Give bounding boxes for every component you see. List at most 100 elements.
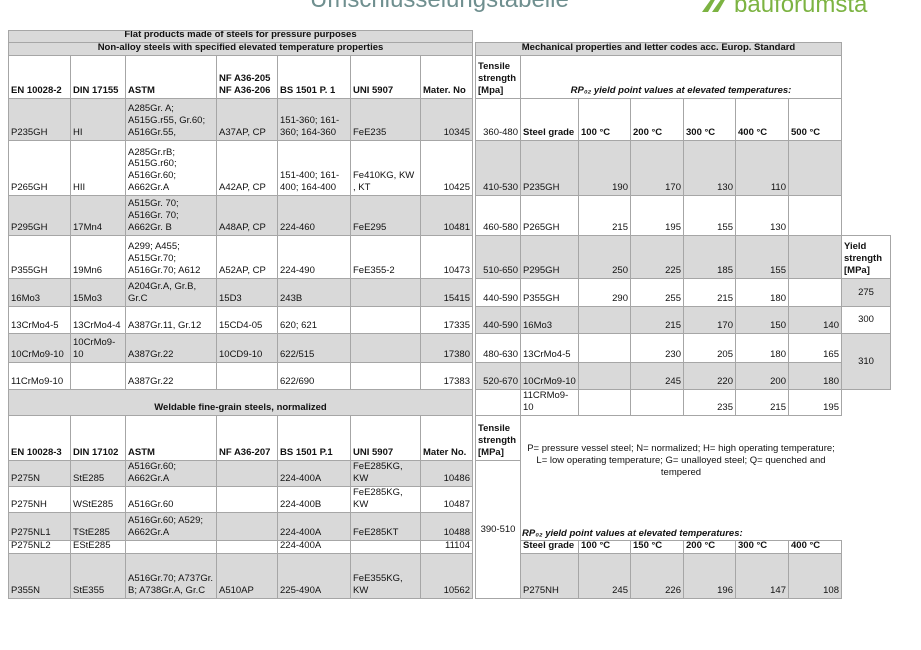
table-cell: 17380 — [420, 333, 473, 363]
value-cell: 155 — [735, 235, 789, 279]
column-header: Steel grade — [520, 540, 579, 554]
value-cell: 245 — [578, 553, 631, 599]
column-header: 300 °C — [683, 98, 736, 141]
table-cell: FeE285KT — [350, 512, 421, 541]
value-cell — [788, 278, 842, 307]
grade-cell: P235GH — [520, 140, 579, 196]
table-cell: 10562 — [420, 553, 473, 599]
column-header: UNI 5907 — [350, 415, 421, 461]
table-cell: HI — [70, 98, 126, 141]
table-cell: 16Mo3 — [8, 278, 71, 307]
value-cell: 200 — [735, 362, 789, 390]
table-cell: 10473 — [420, 235, 473, 279]
value-cell: 165 — [788, 333, 842, 363]
value-cell: 180 — [735, 333, 789, 363]
table-cell: P295GH — [8, 195, 71, 236]
table-cell: 224-400B — [277, 486, 351, 513]
table-cell: A37AP, CP — [216, 98, 278, 141]
table-cell: 10CrMo9-10 — [8, 333, 71, 363]
table-cell: 17Mn4 — [70, 195, 126, 236]
column-header: Mater No. — [420, 415, 473, 461]
value-cell: 110 — [735, 140, 789, 196]
value-cell — [578, 362, 631, 390]
table-title: Mechanical properties and letter codes a… — [475, 42, 842, 56]
value-cell — [788, 195, 842, 236]
table-cell: P275NL2 — [8, 540, 71, 554]
column-header: NF A36-207 — [216, 415, 278, 461]
table-cell: EStE285 — [70, 540, 126, 554]
tensile-cell: 460-580 — [475, 195, 521, 236]
table-cell: FeE285KG, KW — [350, 460, 421, 487]
logo: bauforumsta — [702, 0, 868, 18]
tensile-cell: 510-650 — [475, 235, 521, 279]
value-cell: 147 — [735, 553, 789, 599]
value-cell: 195 — [630, 195, 684, 236]
table-cell: P235GH — [8, 98, 71, 141]
page-title: Umschlüsselungstabelle — [310, 0, 569, 14]
grade-cell: P265GH — [520, 195, 579, 236]
table-cell: A387Gr.22 — [125, 362, 217, 390]
table-cell — [216, 460, 278, 487]
tensile-cell: 440-590 — [475, 306, 521, 334]
column-header: BS 1501 P.1 — [277, 415, 351, 461]
table-cell: 622/690 — [277, 362, 351, 390]
table-cell — [350, 278, 421, 307]
table-cell: 11104 — [420, 540, 473, 554]
table-cell — [350, 362, 421, 390]
table-cell: FeE355KG, KW — [350, 553, 421, 599]
column-header: 150 °C — [630, 540, 684, 554]
yield-cell: 275 — [841, 278, 891, 307]
tensile-cell: 480-630 — [475, 333, 521, 363]
column-header: Tensile strength [Mpa] — [475, 55, 521, 99]
table-cell: 19Mn6 — [70, 235, 126, 279]
table-cell: StE355 — [70, 553, 126, 599]
table-cell: 15Mo3 — [70, 278, 126, 307]
table-cell: Fe410KG, KW , KT — [350, 140, 421, 196]
value-cell: 250 — [578, 235, 631, 279]
table-cell: P275N — [8, 460, 71, 487]
table-cell — [350, 306, 421, 334]
value-cell: 185 — [683, 235, 736, 279]
table-cell: TStE285 — [70, 512, 126, 541]
value-cell: 215 — [578, 195, 631, 236]
value-cell — [788, 140, 842, 196]
table-cell: 620; 621 — [277, 306, 351, 334]
table-cell: FeE295 — [350, 195, 421, 236]
table-cell: P355GH — [8, 235, 71, 279]
table-cell: 10488 — [420, 512, 473, 541]
column-header: Mater. No — [420, 55, 473, 99]
table-cell — [216, 486, 278, 513]
table-cell: FeE355-2 — [350, 235, 421, 279]
tensile-cell: 390-510 — [475, 460, 521, 599]
value-cell: 290 — [578, 278, 631, 307]
table-cell: A510AP — [216, 553, 278, 599]
tensile-cell — [475, 389, 521, 416]
column-header: 500 °C — [788, 98, 842, 141]
column-header: Steel grade — [520, 98, 579, 141]
table-cell — [350, 540, 421, 554]
table-cell: 10487 — [420, 486, 473, 513]
value-cell: 255 — [630, 278, 684, 307]
value-cell: 215 — [683, 278, 736, 307]
table-cell: P355N — [8, 553, 71, 599]
yield-cell: 310 — [841, 333, 891, 390]
column-header: 400 °C — [735, 98, 789, 141]
tensile-cell: 440-590 — [475, 278, 521, 307]
table-cell: StE285 — [70, 460, 126, 487]
value-cell: 155 — [683, 195, 736, 236]
table-cell: A515Gr. 70; A516Gr. 70; A662Gr. B — [125, 195, 217, 236]
value-cell: 170 — [630, 140, 684, 196]
table-cell — [350, 333, 421, 363]
table-cell: A42AP, CP — [216, 140, 278, 196]
grade-cell: 13CrMo4-5 — [520, 333, 579, 363]
table-cell: P265GH — [8, 140, 71, 196]
value-cell: 230 — [630, 333, 684, 363]
column-header: 300 °C — [735, 540, 789, 554]
value-cell: 226 — [630, 553, 684, 599]
value-cell: 130 — [735, 195, 789, 236]
table-cell: 17383 — [420, 362, 473, 390]
column-header: 100 °C — [578, 98, 631, 141]
column-header: EN 10028-2 — [8, 55, 71, 99]
column-header: 100 °C — [578, 540, 631, 554]
column-header: DIN 17155 — [70, 55, 126, 99]
